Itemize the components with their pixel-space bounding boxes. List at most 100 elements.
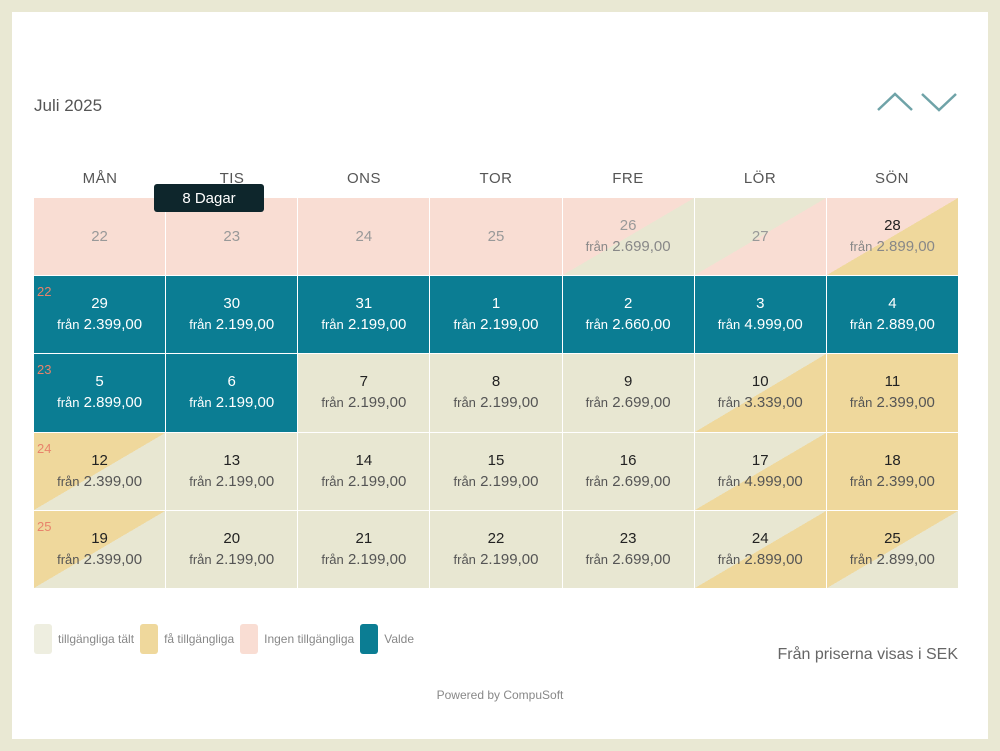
day-number: 23 [619, 529, 637, 547]
price-prefix: från [57, 551, 80, 567]
day-cell[interactable]: 10 från 3.339,00 [694, 354, 826, 432]
day-cell[interactable]: 8 från 2.199,00 [430, 354, 562, 432]
weekday-label: TOR [479, 170, 513, 187]
month-navigation [876, 90, 958, 114]
price-value: 2.399,00 [83, 316, 143, 334]
day-price: från 2.399,00 [850, 392, 935, 413]
day-cell[interactable]: 16 från 2.699,00 [562, 432, 694, 510]
price-value: 4.999,00 [744, 316, 803, 334]
weekday-label: LÖR [743, 170, 777, 187]
day-cell[interactable]: 22 från 2.199,00 [430, 510, 562, 588]
weekday-label: MÅN [82, 170, 118, 187]
day-price: från 2.199,00 [454, 549, 539, 570]
day-price: från 2.199,00 [321, 471, 406, 492]
day-cell[interactable]: 31 från 2.199,00 [298, 276, 430, 354]
next-month-button[interactable] [920, 90, 958, 114]
day-cell[interactable]: 13 från 2.199,00 [166, 432, 298, 510]
day-cell[interactable]: 20 från 2.199,00 [166, 510, 298, 588]
day-cell[interactable]: 23 5 från 2.899,00 [34, 354, 166, 432]
price-value: 2.199,00 [347, 394, 407, 412]
legend-item: Ingen tillgängliga [240, 624, 354, 654]
previous-month-button[interactable] [876, 90, 914, 114]
day-cell[interactable]: 14 från 2.199,00 [298, 432, 430, 510]
weekday-label: SÖN [874, 170, 909, 187]
day-price: från 2.199,00 [189, 471, 274, 492]
day-number: 15 [487, 451, 505, 469]
day-cell[interactable]: 11 från 2.399,00 [826, 354, 958, 432]
calendar-card: Juli 2025 MÅN TIS ONS TOR FRE LÖR SÖN 22 23 24 25… [12, 12, 988, 739]
day-price: från 2.199,00 [321, 392, 406, 413]
day-cell[interactable]: 22 29 från 2.399,00 [34, 276, 166, 354]
day-price: från 2.699,00 [586, 549, 671, 570]
price-prefix: från [453, 473, 476, 489]
day-cell[interactable]: 3 från 4.999,00 [694, 276, 826, 354]
day-cell[interactable]: 15 från 2.199,00 [430, 432, 562, 510]
day-number: 31 [355, 295, 373, 313]
day-cell[interactable]: 18 från 2.399,00 [826, 432, 958, 510]
day-cell[interactable]: 23 från 2.699,00 [562, 510, 694, 588]
day-cell[interactable]: 9 från 2.699,00 [562, 354, 694, 432]
day-cell[interactable]: 1 från 2.199,00 [430, 276, 562, 354]
day-number: 28 [884, 217, 901, 235]
day-cell[interactable]: 24 [298, 198, 430, 276]
day-cell[interactable]: 17 från 4.999,00 [694, 432, 826, 510]
day-cell[interactable]: 25 19 från 2.399,00 [34, 510, 166, 588]
price-prefix: från [585, 395, 609, 411]
day-cell[interactable]: 4 från 2.889,00 [826, 276, 958, 354]
price-value: 2.660,00 [612, 316, 671, 334]
day-price: från 2.199,00 [189, 392, 274, 413]
price-prefix: från [453, 317, 476, 333]
day-cell[interactable]: 24 12 från 2.399,00 [34, 432, 166, 510]
week-number: 23 [37, 362, 52, 378]
day-cell[interactable]: 25 [430, 198, 562, 276]
day-number: 7 [359, 373, 369, 391]
price-prefix: från [189, 551, 212, 567]
duration-tooltip: 8 Dagar [154, 184, 264, 212]
day-price: från 2.699,00 [586, 471, 671, 492]
legend-item: tillgängliga tält [34, 624, 134, 654]
price-prefix: från [321, 551, 344, 567]
price-value: 2.699,00 [612, 394, 671, 412]
day-cell[interactable]: 2 från 2.660,00 [562, 276, 694, 354]
week-number: 22 [37, 284, 52, 300]
day-cell[interactable]: 25 från 2.899,00 [826, 510, 958, 588]
day-price: från 2.199,00 [321, 549, 406, 570]
price-value: 4.999,00 [744, 472, 803, 490]
weekday-label: TIS [219, 170, 245, 187]
calendar-grid: 22 23 24 25 26 från 2.699,00 27 28 från 2.899,00… [34, 198, 958, 588]
price-prefix: från [585, 473, 609, 489]
day-cell[interactable]: 22 [34, 198, 166, 276]
day-price: från 2.199,00 [321, 314, 406, 335]
day-price: från 2.199,00 [454, 471, 539, 492]
day-cell[interactable]: 28 från 2.899,00 [826, 198, 958, 276]
day-number: 25 [884, 529, 901, 547]
day-number: 27 [751, 228, 769, 246]
day-cell[interactable]: 30 från 2.199,00 [166, 276, 298, 354]
day-cell[interactable]: 7 från 2.199,00 [298, 354, 430, 432]
day-number: 8 [491, 373, 501, 391]
day-number: 2 [623, 295, 633, 313]
price-prefix: från [453, 551, 476, 567]
day-cell[interactable]: 6 från 2.199,00 [166, 354, 298, 432]
day-price: från 2.699,00 [586, 236, 671, 257]
day-number: 30 [223, 295, 241, 313]
day-price: från 2.399,00 [57, 549, 142, 570]
day-number: 17 [751, 451, 769, 469]
powered-by: Powered by CompuSoft [436, 688, 564, 702]
day-number: 18 [884, 451, 901, 469]
day-number: 22 [91, 228, 108, 246]
day-cell[interactable]: 27 [694, 198, 826, 276]
price-prefix: från [57, 473, 80, 489]
weekday-label: FRE [612, 170, 644, 187]
day-cell[interactable]: 26 från 2.699,00 [562, 198, 694, 276]
price-value: 2.899,00 [876, 550, 935, 568]
day-price: från 2.899,00 [850, 549, 935, 570]
day-cell[interactable]: 21 från 2.199,00 [298, 510, 430, 588]
price-value: 2.399,00 [876, 472, 935, 490]
legend-swatch [140, 624, 159, 654]
legend-swatch [240, 624, 259, 654]
week-number: 25 [37, 518, 52, 534]
price-value: 2.199,00 [480, 472, 539, 490]
day-number: 6 [227, 373, 236, 391]
day-cell[interactable]: 24 från 2.899,00 [694, 510, 826, 588]
